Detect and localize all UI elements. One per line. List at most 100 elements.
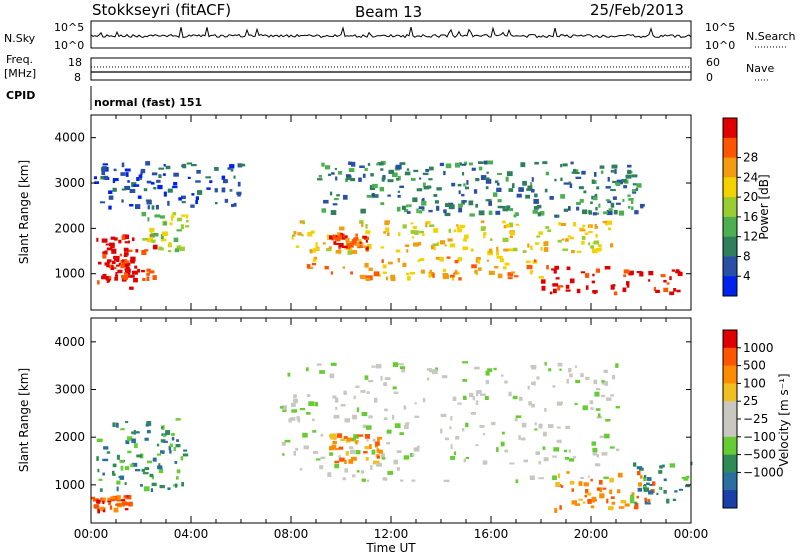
velocity-cell <box>353 434 359 439</box>
power-cell <box>563 182 569 185</box>
power-cell <box>105 276 112 281</box>
velocity-cell <box>662 464 665 468</box>
power-cell <box>508 222 513 228</box>
velocity-cell <box>455 435 460 440</box>
power-cell <box>464 234 469 239</box>
power-colorbar-swatch <box>723 177 737 198</box>
velocity-cell <box>523 459 529 463</box>
velocity-cell <box>152 457 157 462</box>
power-cell <box>530 182 533 187</box>
power-cell <box>399 185 404 188</box>
power-cell <box>543 241 549 246</box>
power-cell <box>359 165 365 168</box>
velocity-cell <box>349 449 356 455</box>
velocity-cell <box>637 487 643 492</box>
power-cell <box>614 169 617 174</box>
power-cell <box>137 268 140 273</box>
power-cell <box>488 210 493 215</box>
velocity-xtick-label: 20:00 <box>574 527 609 541</box>
power-cell <box>439 256 444 262</box>
power-cell <box>487 160 493 165</box>
power-colorbar-tick-label: 20 <box>743 190 758 204</box>
velocity-cell <box>96 438 103 443</box>
power-colorbar: 4 8 12 16 20 24 28 Power [dB] <box>722 117 771 297</box>
velocity-cell <box>396 467 400 471</box>
velocity-cell <box>443 479 450 483</box>
power-cell <box>417 259 420 263</box>
power-colorbar-tick-label: 24 <box>743 170 758 184</box>
power-cell <box>157 184 163 190</box>
power-cell <box>522 180 527 186</box>
velocity-cell <box>508 391 512 397</box>
velocity-cell <box>120 428 125 431</box>
velocity-cell <box>465 456 469 459</box>
power-cell <box>416 208 419 214</box>
power-cell <box>576 202 581 205</box>
power-cell <box>293 231 297 235</box>
velocity-cell <box>636 495 639 499</box>
power-cell <box>585 273 590 278</box>
power-cell <box>135 249 139 253</box>
power-yticks: 1000 2000 3000 4000 <box>54 131 691 281</box>
velocity-cell <box>368 415 373 419</box>
power-cell <box>676 289 681 293</box>
power-cell <box>402 224 407 229</box>
power-cell <box>613 291 618 296</box>
velocity-cell <box>282 409 287 413</box>
velocity-cell <box>578 481 583 486</box>
power-cell <box>108 275 112 279</box>
velocity-cell <box>102 500 105 505</box>
velocity-cell <box>465 422 469 428</box>
velocity-xtick-label: 12:00 <box>374 527 409 541</box>
power-cell <box>549 196 554 200</box>
power-cell <box>527 243 530 248</box>
power-cell <box>444 244 447 247</box>
power-cell <box>595 234 598 238</box>
power-cell <box>398 232 401 237</box>
power-cell <box>156 179 161 183</box>
velocity-cell <box>585 376 590 381</box>
velocity-cell <box>585 489 589 494</box>
power-cell <box>576 250 582 253</box>
power-cell <box>456 226 460 229</box>
power-cell <box>382 264 387 269</box>
power-cell <box>116 264 120 267</box>
power-cell <box>373 271 380 277</box>
velocity-cell <box>102 472 105 476</box>
power-cell <box>364 167 368 171</box>
velocity-xticks: 00:00 04:00 08:00 12:00 16:00 20:00 00:00 <box>74 318 708 541</box>
velocity-cell <box>487 368 493 372</box>
velocity-cell <box>555 481 561 487</box>
nsky-frame <box>90 20 692 49</box>
velocity-cell <box>344 468 349 473</box>
power-cell <box>598 203 601 208</box>
velocity-cell <box>683 476 689 481</box>
velocity-cell <box>115 503 121 506</box>
power-cell <box>114 237 118 241</box>
power-cell <box>346 175 352 181</box>
power-cell <box>337 232 342 236</box>
velocity-cell <box>121 501 128 506</box>
power-cell <box>530 270 533 275</box>
velocity-cell <box>558 473 561 479</box>
velocity-cell <box>167 487 171 490</box>
power-cell <box>608 208 613 212</box>
power-cell <box>379 162 384 166</box>
power-cell <box>338 243 344 248</box>
velocity-cell <box>644 500 648 504</box>
velocity-frame <box>90 317 692 524</box>
velocity-cell <box>329 373 335 379</box>
power-cell <box>363 245 367 248</box>
velocity-cell <box>462 361 469 364</box>
velocity-cell <box>370 465 373 470</box>
velocity-cell <box>306 394 311 397</box>
power-cell <box>146 272 150 276</box>
power-cell <box>162 231 168 237</box>
velocity-cell <box>150 488 154 492</box>
power-cell <box>596 247 601 252</box>
velocity-cell <box>450 444 453 450</box>
power-cell <box>106 247 113 251</box>
power-cell <box>447 238 453 242</box>
velocity-cell <box>135 469 141 472</box>
power-cell <box>433 245 436 251</box>
